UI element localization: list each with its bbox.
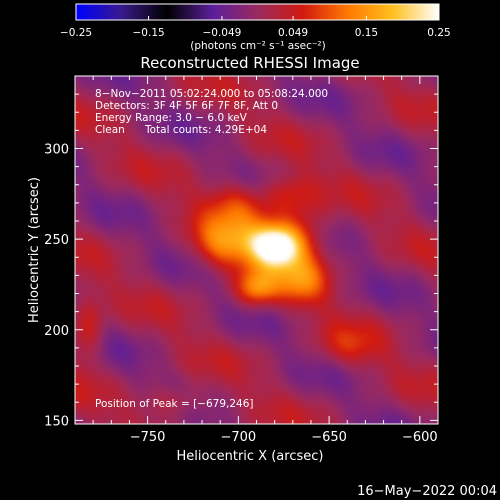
colorbar-tick-label: 0.25 (427, 27, 450, 39)
colorbar-tick-label: −0.15 (133, 27, 165, 39)
y-tick-label: 250 (44, 233, 69, 248)
annotation-energy: Energy Range: 3.0 − 6.0 keV (95, 112, 248, 124)
colorbar: −0.25 −0.15 −0.049 0.049 0.15 0.25 (photons c… (60, 3, 451, 52)
colorbar-tick-label: −0.25 (60, 27, 92, 39)
colorbar-ramp (76, 4, 439, 20)
x-tick-label: −600 (402, 430, 438, 445)
annotation-detectors: Detectors: 3F 4F 5F 6F 7F 8F, Att 0 (95, 100, 278, 112)
y-axis-label: Heliocentric Y (arcsec) (27, 177, 42, 323)
footer-date: 16−May−2022 00:04 (357, 484, 497, 499)
colorbar-tick-label: −0.049 (202, 27, 241, 39)
image-panel: −750 −700 −650 −600 150 200 250 300 (44, 75, 439, 445)
annotation-time-range: 8−Nov−2011 05:02:24.000 to 05:08:24.000 (95, 88, 328, 100)
colorbar-tick-label: 0.049 (278, 27, 308, 39)
x-tick-label: −650 (311, 430, 347, 445)
colorbar-tick-label: 0.15 (355, 27, 378, 39)
y-tick-label: 150 (44, 414, 69, 429)
annotation-clean: Clean (95, 124, 125, 136)
x-tick-label: −750 (130, 430, 166, 445)
colorbar-frame (75, 3, 440, 21)
x-axis-label: Heliocentric X (arcsec) (177, 449, 324, 464)
chart-title: Reconstructed RHESSI Image (140, 54, 359, 72)
y-tick-label: 200 (44, 324, 69, 339)
colorbar-units: (photons cm⁻² s⁻¹ asec⁻²) (190, 40, 325, 52)
y-tick-label: 300 (44, 143, 69, 158)
heatmap-image (75, 76, 438, 424)
annotation-total-counts: Total counts: 4.29E+04 (144, 124, 267, 136)
x-tick-label: −700 (220, 430, 256, 445)
annotation-peak-position: Position of Peak = [−679,246] (95, 398, 254, 410)
